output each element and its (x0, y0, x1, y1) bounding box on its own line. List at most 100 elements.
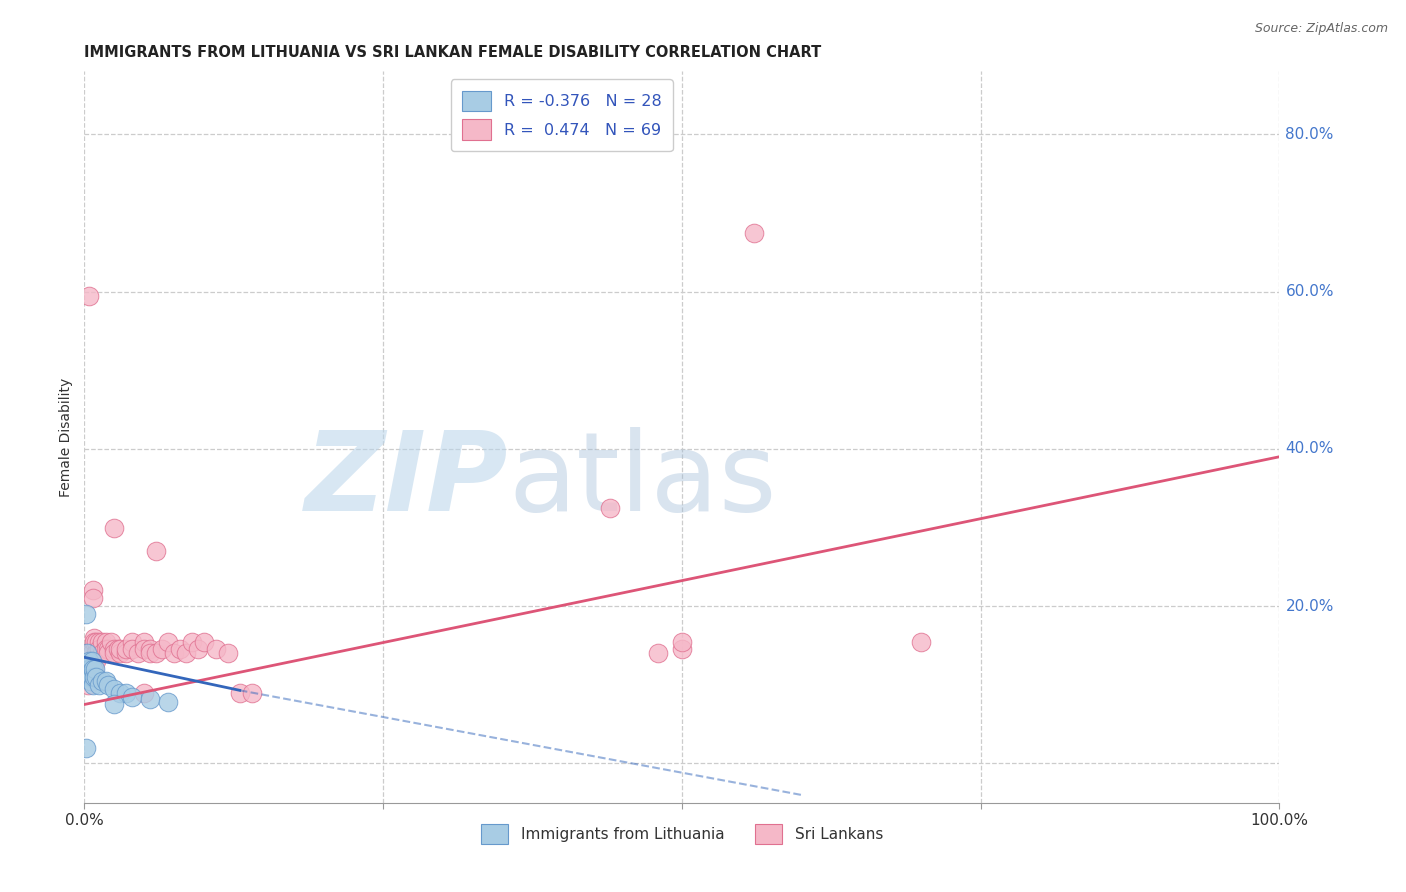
Point (599, 500, 621, 515)
Point (121, 642, 143, 657)
Point (91, 673, 114, 688)
Point (84, 654, 107, 668)
Point (82, 654, 104, 668)
Point (94, 642, 117, 657)
Point (75, 740, 97, 755)
Point (77, 658, 100, 673)
Text: ZIP: ZIP (305, 427, 509, 534)
Point (80, 654, 103, 668)
Point (110, 646, 132, 660)
Point (169, 642, 191, 657)
Text: 20.0%: 20.0% (1285, 599, 1334, 614)
Text: IMMIGRANTS FROM LITHUANIA VS SRI LANKAN FEMALE DISABILITY CORRELATION CHART: IMMIGRANTS FROM LITHUANIA VS SRI LANKAN … (84, 45, 821, 61)
Point (86, 634, 108, 648)
Point (77, 670, 100, 684)
Point (82, 678, 104, 692)
Point (87, 642, 110, 657)
Point (127, 646, 149, 660)
Point (187, 642, 209, 657)
Point (94, 634, 117, 648)
Point (77, 288, 100, 302)
Point (87, 634, 110, 648)
Point (132, 642, 156, 657)
Point (83, 670, 105, 684)
Point (91, 634, 114, 648)
Point (157, 634, 180, 648)
Point (139, 642, 162, 657)
Point (742, 226, 765, 240)
Point (77, 662, 100, 676)
Legend: Immigrants from Lithuania, Sri Lankans: Immigrants from Lithuania, Sri Lankans (475, 818, 889, 850)
Point (83, 662, 105, 676)
Point (910, 634, 932, 648)
Point (97, 678, 120, 692)
Point (671, 642, 693, 657)
Text: atlas: atlas (509, 427, 778, 534)
Point (671, 634, 693, 648)
Y-axis label: Female Disability: Female Disability (59, 377, 73, 497)
Point (75, 607, 97, 621)
Point (77, 654, 100, 668)
Point (77, 650, 100, 665)
Point (217, 646, 239, 660)
Point (150, 642, 173, 657)
Point (83, 634, 105, 648)
Point (240, 686, 263, 700)
Point (174, 646, 197, 660)
Point (80, 646, 103, 660)
Point (80, 670, 103, 684)
Point (79, 646, 101, 660)
Point (79, 662, 101, 676)
Point (97, 646, 120, 660)
Point (77, 670, 100, 684)
Point (97, 642, 120, 657)
Point (103, 642, 125, 657)
Point (76, 654, 98, 668)
Point (145, 646, 167, 660)
Point (75, 646, 97, 660)
Point (76, 662, 98, 676)
Point (83, 631, 105, 645)
Point (79, 673, 101, 688)
Point (115, 642, 138, 657)
Text: Source: ZipAtlas.com: Source: ZipAtlas.com (1254, 22, 1388, 36)
Point (103, 646, 125, 660)
Point (80, 654, 103, 668)
Text: 40.0%: 40.0% (1285, 442, 1334, 457)
Text: 60.0%: 60.0% (1285, 284, 1334, 299)
Point (79, 670, 101, 684)
Point (87, 678, 110, 692)
Point (139, 692, 162, 706)
Point (80, 662, 103, 676)
Point (115, 686, 138, 700)
Point (107, 642, 129, 657)
Point (86, 646, 108, 660)
Point (84, 662, 107, 676)
Point (110, 686, 132, 700)
Text: 80.0%: 80.0% (1285, 127, 1334, 142)
Point (193, 634, 215, 648)
Point (79, 666, 101, 681)
Point (647, 646, 669, 660)
Point (103, 698, 125, 712)
Point (145, 544, 167, 558)
Point (103, 520, 125, 534)
Point (86, 654, 108, 668)
Point (115, 646, 138, 660)
Point (181, 634, 204, 648)
Point (205, 642, 228, 657)
Point (82, 591, 104, 606)
Point (82, 583, 104, 598)
Point (94, 673, 117, 688)
Point (76, 646, 98, 660)
Point (91, 646, 114, 660)
Point (103, 681, 125, 696)
Point (100, 634, 122, 648)
Point (132, 634, 156, 648)
Point (157, 695, 180, 709)
Point (77, 678, 100, 692)
Point (229, 686, 252, 700)
Point (132, 686, 156, 700)
Point (121, 690, 143, 704)
Point (79, 662, 101, 676)
